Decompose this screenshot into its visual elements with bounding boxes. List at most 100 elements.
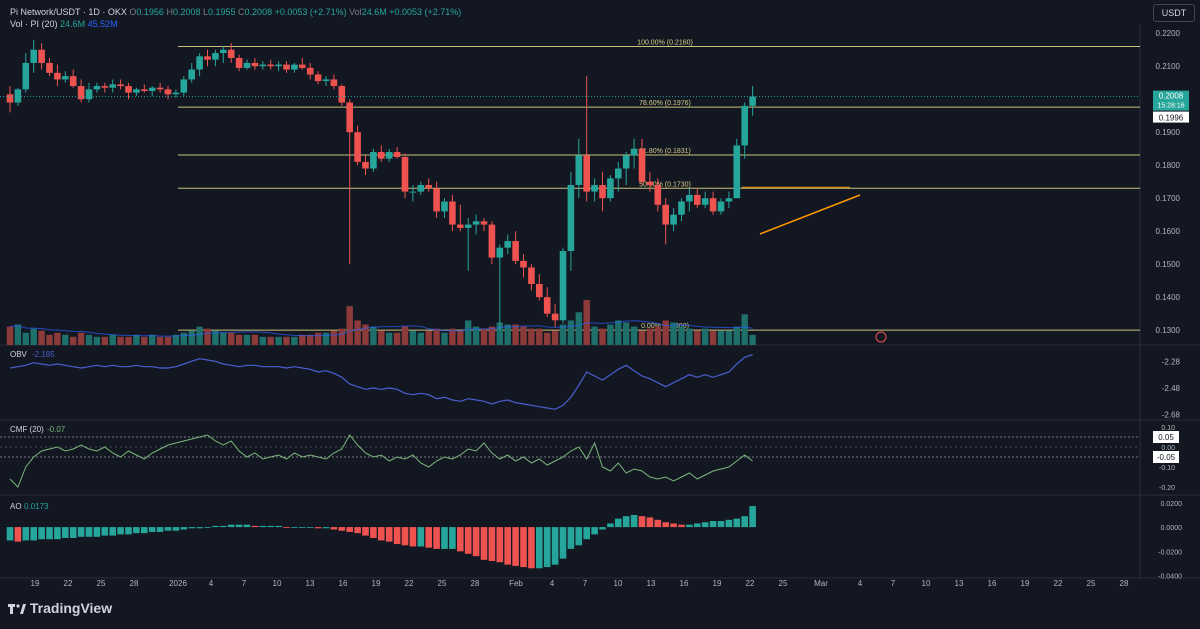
low-label: L [202,7,208,17]
time-axis-label: 10 [922,579,931,588]
volume-bar [322,332,330,345]
volume-bar [496,322,503,345]
symbol-header: Pi Network/USDT · 1D · OKX O0.1956 H0.20… [10,7,461,17]
ao-bar [441,527,448,549]
candle-body [504,241,511,248]
volume-bar [46,334,53,345]
time-axis-label: 13 [306,579,315,588]
time-axis-label: 7 [891,579,896,588]
volume-bar [520,326,527,345]
ao-bar [172,527,180,531]
ao-bar [362,527,369,536]
volume-bar [212,330,219,345]
time-axis-label: 19 [1021,579,1030,588]
ao-bar [583,527,590,540]
last-price-text: 0.2008 [1159,92,1184,101]
ao-bar [30,527,37,541]
ao-bar [85,527,93,537]
ao-bar [385,527,393,542]
obv-tick-label: -2.68 [1162,411,1181,420]
candle-body [148,87,156,91]
vol-indicator-value: 24.6M [60,19,86,29]
candle-body [180,79,188,93]
candle-body [725,198,733,202]
tradingview-logo[interactable]: TradingView [8,600,112,616]
vol-change: +0.0053 (+2.71%) [389,7,462,17]
alert-icon [875,331,887,343]
ao-bar [235,524,243,528]
ao-bar [393,527,401,545]
ao-bar [457,527,464,552]
candle-body [30,49,37,63]
volume-bar [77,332,85,345]
candle-body [14,89,22,103]
candle-body [306,67,314,75]
volume-bar [512,324,519,345]
volume-bar [417,332,424,345]
ao-bar [536,527,543,569]
ao-bar [528,527,535,569]
candle-body [378,152,385,159]
ao-bar [156,527,164,532]
ao-bar [330,527,338,530]
candle-body [251,62,259,67]
currency-badge[interactable]: USDT [1153,4,1195,22]
cmf-tick-label: 0.00 [1161,445,1175,452]
ao-bar [749,506,756,528]
candle-body [164,89,172,95]
candle-body [457,224,464,228]
ao-bar [125,527,132,535]
vol-label: Vol [349,7,362,17]
volume-bar [528,328,535,345]
volume-bar [196,326,203,345]
volume-bar [544,332,551,345]
volume-bar [101,336,108,345]
volume-bar [638,330,646,345]
ao-bar [654,519,662,528]
ao-bar [69,527,77,538]
time-axis-label: 22 [1054,579,1063,588]
volume-bar [188,330,195,345]
ao-bar [401,527,409,546]
volume-bar [472,326,480,345]
volume-bar [62,334,69,345]
ao-bar [670,523,677,528]
price-tick-label: 0.1700 [1156,194,1181,203]
volume-bar [370,326,377,345]
fib-level-label: 50.00% (0.1730) [639,181,691,188]
candle-body [701,198,709,205]
candle-body [133,89,140,93]
open-value: 0.1956 [136,7,164,17]
obv-value: -2.185 [32,350,55,359]
ao-bar [512,527,519,566]
volume-bar [117,336,124,345]
cmf-tick-label: 0.05 [1158,433,1174,442]
candle-body [267,64,274,67]
candle-body [362,161,369,169]
close-label: C [238,7,245,17]
ao-bar [378,527,385,541]
candle-body [733,145,741,199]
candle-body [62,76,69,80]
volume-bar [204,328,211,345]
ao-bar [575,527,583,546]
obv-tick-label: -2.48 [1162,384,1181,393]
open-label: O [129,7,137,17]
volume-bar [678,326,685,345]
candle-body [54,72,61,80]
volume-bar [338,328,345,345]
time-axis-label: 25 [438,579,447,588]
candle-body [630,148,638,156]
ao-label: AO [10,502,22,511]
ao-bar [38,527,45,540]
candle-body [385,152,393,159]
candle-body [220,49,227,54]
time-axis-label: 10 [614,579,623,588]
volume-bar [141,336,148,345]
volume-bar [54,332,61,345]
candle-body [85,89,93,100]
candle-body [322,79,330,82]
ao-bar [196,527,203,529]
candle-body [433,188,440,212]
